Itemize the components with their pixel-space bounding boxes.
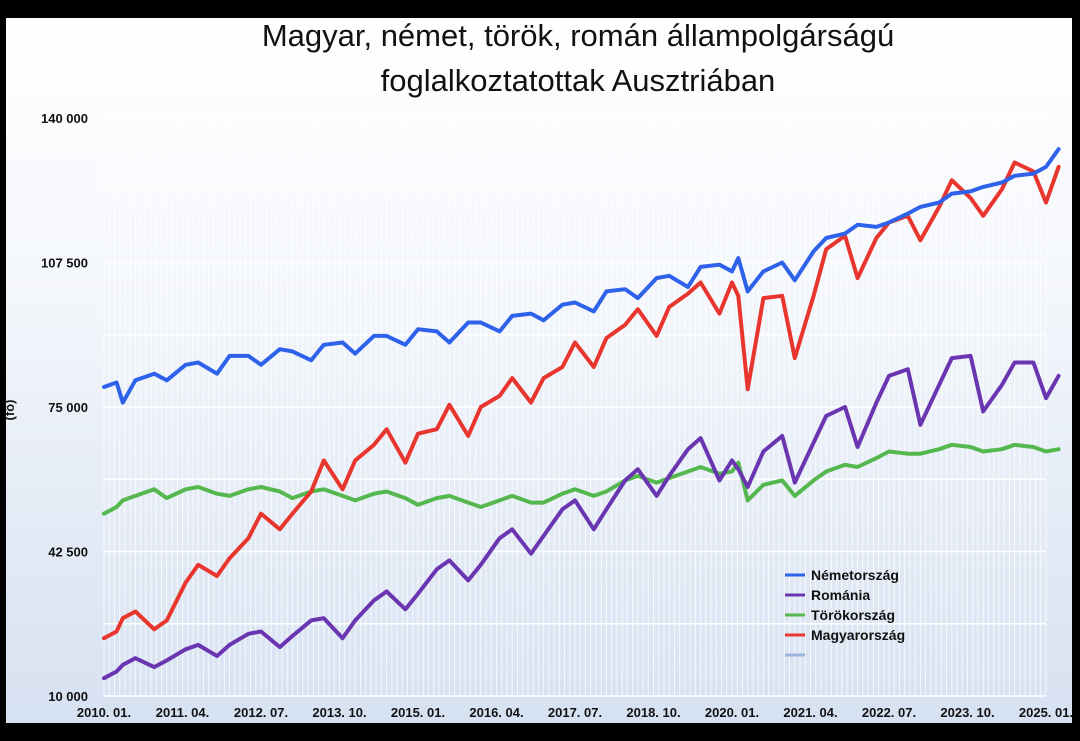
x-tick-label: 2020. 01. — [705, 705, 759, 720]
y-axis-ticks: 10 000 42 500 75 000 107 500 140 000 — [41, 111, 88, 704]
x-tick-label: 2025. 01. — [1019, 705, 1073, 720]
series-lines — [102, 147, 1061, 681]
legend-label: Németország — [811, 567, 899, 583]
chart-title-line-2: foglalkoztatottak Ausztriában — [381, 63, 776, 98]
x-axis-ticks: 2010. 01. 2011. 04. 2012. 07. 2013. 10. 2015… — [77, 705, 1073, 720]
x-tick-label: 2010. 01. — [77, 705, 131, 720]
series-line-romania — [102, 353, 1061, 681]
y-tick-label: 140 000 — [41, 111, 88, 126]
legend-label: Törökország — [811, 607, 895, 623]
x-tick-label: 2021. 04. — [783, 705, 837, 720]
x-tick-label: 2022. 07. — [862, 705, 916, 720]
x-tick-label: 2023. 10. — [940, 705, 994, 720]
y-tick-label: 42 500 — [48, 545, 88, 560]
x-tick-label: 2015. 01. — [391, 705, 445, 720]
x-tick-label: 2016. 04. — [469, 705, 523, 720]
grid-lines — [103, 117, 1047, 697]
y-tick-label: 10 000 — [48, 689, 88, 704]
chart-title-line-1: Magyar, német, török, román állampolgárs… — [262, 18, 894, 53]
y-tick-label: 107 500 — [41, 256, 88, 271]
y-tick-label: 75 000 — [48, 400, 88, 415]
series-line-nemetorszag — [102, 147, 1061, 405]
series-line-torokorszag — [102, 442, 1061, 516]
legend-label: Magyarország — [811, 627, 905, 643]
x-tick-label: 2018. 10. — [626, 705, 680, 720]
y-axis-label: (fő) — [2, 400, 17, 421]
x-tick-label: 2011. 04. — [156, 705, 210, 720]
x-tick-label: 2012. 07. — [234, 705, 288, 720]
x-tick-label: 2017. 07. — [548, 705, 602, 720]
legend-label: Románia — [811, 587, 870, 603]
legend: Németország Románia Törökország Magyarorszá… — [785, 567, 905, 657]
x-tick-label: 2013. 10. — [312, 705, 366, 720]
